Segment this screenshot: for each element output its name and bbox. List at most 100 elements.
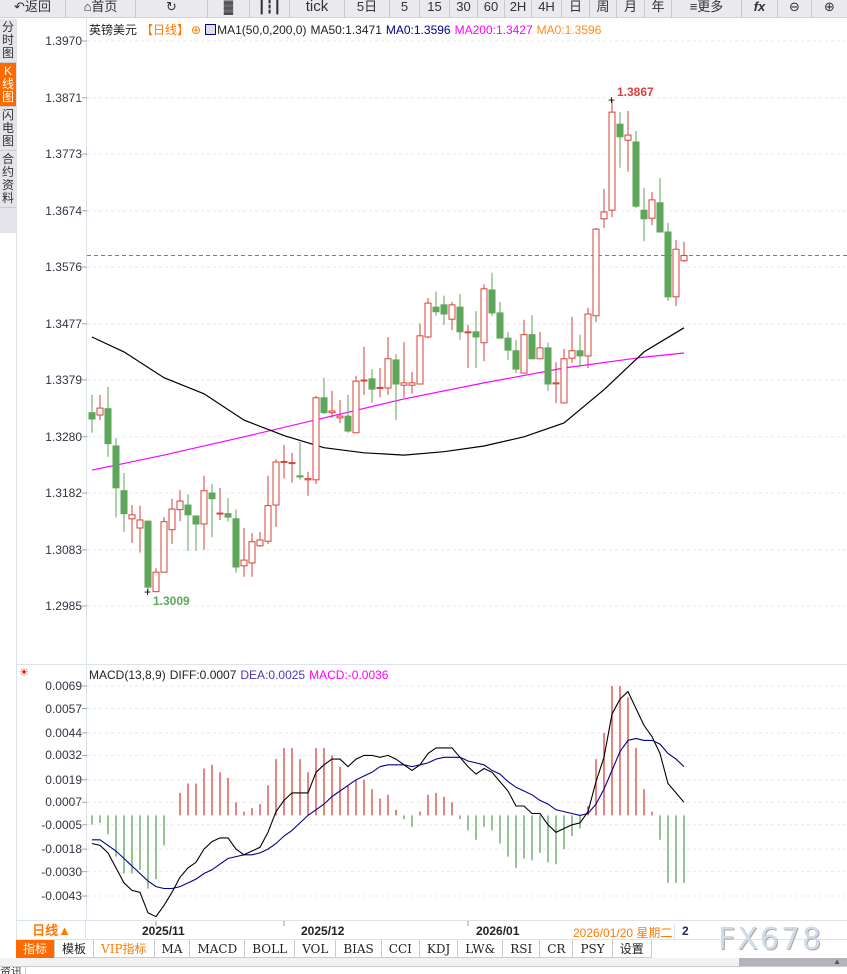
period-month[interactable]: 月 [617,0,645,18]
chart-style-button[interactable]: ▓ [208,0,250,18]
refresh-icon: ↻ [166,0,177,14]
collapse-up-icon[interactable]: ▲ [833,957,841,966]
period-selector[interactable]: 日线▲ [18,921,86,940]
indicator-tab[interactable]: MACD [190,940,246,958]
refresh-button[interactable]: ↻ [136,0,208,18]
candle-up [304,478,312,481]
indicator-tab[interactable]: RSI [503,940,541,958]
period-4h[interactable]: 4H [532,0,562,18]
candle-up [360,379,368,382]
candle-down [104,408,112,445]
date-label: 2026/01 [476,924,520,938]
period-week[interactable]: 周 [590,0,617,18]
candle-up [240,559,248,567]
candle-up [520,334,528,374]
high-marker: + [608,93,615,107]
candle-up [592,228,600,317]
period-15m[interactable]: 15 [420,0,450,18]
candle-up [168,508,176,531]
settings-icon[interactable]: ⊕ [191,23,202,37]
candle-up [672,248,680,298]
more-button[interactable]: ≡ 更多 [672,0,742,18]
scrollbar-thumb[interactable]: ▲ [739,957,847,966]
indicator-tab[interactable]: 模板 [55,940,95,958]
period-2h[interactable]: 2H [505,0,532,18]
ma0-value-2: MA0:1.3596 [536,23,602,37]
home-button[interactable]: ⌂ 首页 [66,0,136,18]
date-axis: 日线▲ 2025/11 2025/12 2026/01 2026/01/20 星… [16,920,847,941]
candle-down [632,141,640,207]
candle-down [368,378,376,390]
tab-kline[interactable]: K线图 [0,63,16,107]
indicator-tab[interactable]: VIP指标 [94,940,155,958]
zoom-in-button[interactable]: ⊕ [812,0,847,18]
candle-up [408,382,416,386]
indicator-tab[interactable]: 指标 [16,940,56,958]
indicator-tab[interactable]: VOL [295,940,337,958]
ma-indicator[interactable]: MA1(50,0,200,0) [217,23,307,37]
price-tick-label: 1.3970 [45,34,82,48]
indicator-tab[interactable]: PSY [573,940,613,958]
indicator-tab[interactable]: MA [155,940,191,958]
macd-tick-label: 0.0007 [45,795,82,810]
indicator-tab[interactable]: BIAS [336,940,382,958]
formula-button[interactable]: fx [742,0,778,18]
news-bar [0,966,847,974]
indicator-tab[interactable]: 设置 [613,940,652,958]
dea-value: DEA:0.0025 [240,668,306,682]
price-tick-label: 1.3773 [45,146,82,161]
candle-up [312,397,320,481]
price-tick-label: 1.3576 [45,259,82,274]
tab-contract-info[interactable]: 合约资料 [0,151,16,208]
period-5d[interactable]: 5日 [345,0,390,18]
macd-tick-label: 0.0044 [45,725,82,740]
zoom-in-icon: ⊕ [824,0,835,14]
candle-up [416,335,424,385]
ma50-value: MA50:1.3471 [310,23,382,37]
toolbar: ↶ 返回 ⌂ 首页 ↻ ▓ ┃┇┃ tick 5日 5 15 30 60 2H 4H… [0,0,847,18]
candle-up [96,407,104,416]
back-arrow-icon: ↶ [14,0,25,14]
indicator-tab[interactable]: LW& [458,940,504,958]
period-year[interactable]: 年 [645,0,672,18]
candle-up [152,571,160,593]
candle-up [480,288,488,344]
period-30m[interactable]: 30 [450,0,478,18]
macd-tick-label: 0.0032 [45,748,82,763]
news-tab[interactable]: 资讯 [0,967,26,974]
price-tick-label: 1.3871 [45,90,82,105]
period-60m[interactable]: 60 [478,0,505,18]
indicator-tab[interactable]: KDJ [420,940,459,958]
period-day[interactable]: 日 [562,0,590,18]
indicator-tab[interactable]: BOLL [245,940,296,958]
indicator-tab[interactable]: CCI [382,940,420,958]
candle-up [376,386,384,389]
candle-up [248,541,256,564]
tab-timeshare[interactable]: 分时图 [0,19,16,63]
indicator-tab[interactable]: CR [540,940,574,958]
price-tick-label: 1.3379 [45,372,82,387]
indicator-settings-icon[interactable]: ☀ [19,667,29,679]
back-button[interactable]: ↶ 返回 [0,0,66,18]
zoom-out-icon: ⊖ [789,0,800,14]
scrollbar-track[interactable] [0,958,847,966]
macd-name[interactable]: MACD(13,8,9) [89,668,166,682]
candle-up [176,500,184,511]
candle-up [568,350,576,359]
price-tick-label: 1.3477 [45,316,82,331]
macd-tick-label: -0.0030 [41,864,82,879]
candle-down [208,492,216,500]
tab-flash[interactable]: 闪电图 [0,107,16,151]
candle-style-button[interactable]: ┃┇┃ [250,0,290,18]
zoom-out-button[interactable]: ⊖ [778,0,812,18]
period-5m[interactable]: 5 [390,0,420,18]
candle-down [656,202,664,233]
candle-up [608,111,616,211]
candle-up [272,461,280,506]
macd-legend: MACD(13,8,9) DIFF:0.0007 DEA:0.0025 MACD:-0… [89,668,392,682]
macd-value: MACD:-0.0036 [309,668,389,682]
ma200-value: MA200:1.3427 [454,23,533,37]
tick-button[interactable]: tick [290,0,345,18]
candle-down [224,513,232,518]
